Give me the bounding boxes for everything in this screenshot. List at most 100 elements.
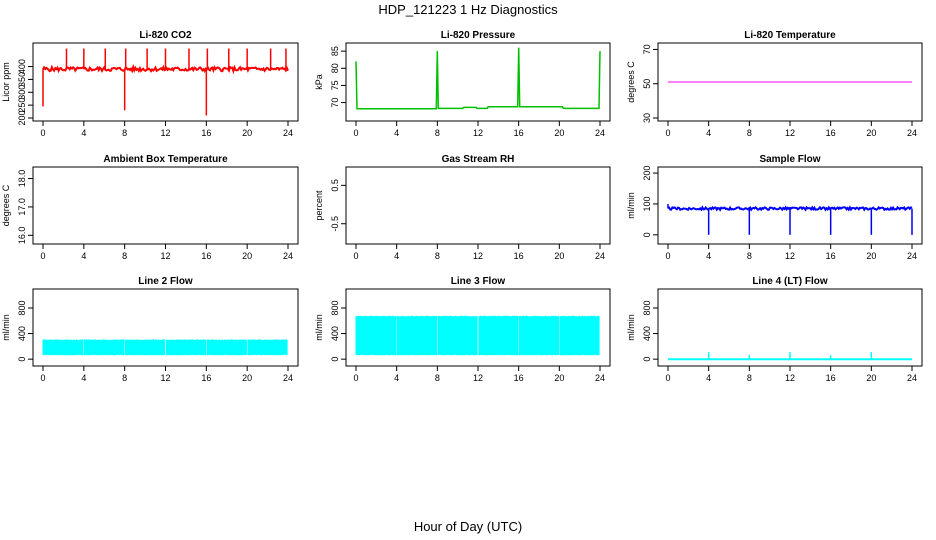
x-tick-label: 20 bbox=[554, 128, 564, 138]
chart-plot-group: Li-820 CO2 Licor ppm 0 4 8 12 16 20 24 2002503003… bbox=[1, 30, 299, 138]
y-tick-label: 100 bbox=[642, 196, 652, 211]
x-tick-label: 24 bbox=[907, 128, 917, 138]
x-tick-label: 24 bbox=[283, 128, 293, 138]
x-tick-label: 16 bbox=[201, 128, 211, 138]
x-tick-label: 16 bbox=[826, 128, 836, 138]
chart-panel: Li-820 Pressure kPa 0 4 8 12 16 20 24 70 75 80 85 bbox=[314, 30, 611, 138]
x-tick-label: 24 bbox=[595, 128, 605, 138]
x-tick-label: 4 bbox=[706, 128, 711, 138]
x-tick-label: 12 bbox=[160, 251, 170, 261]
y-tick-label: 800 bbox=[17, 300, 27, 315]
series-line bbox=[355, 47, 601, 110]
chart-y-axis-label: kPa bbox=[314, 74, 324, 90]
chart-plot-group: Sample Flow ml/min 0 4 8 12 16 20 24 0 100 200 bbox=[626, 154, 923, 261]
x-tick-label: 20 bbox=[554, 251, 564, 261]
x-tick-label: 4 bbox=[394, 128, 399, 138]
x-tick-label: 4 bbox=[81, 128, 86, 138]
y-tick-label: 80 bbox=[330, 63, 340, 73]
y-tick-label: 0 bbox=[642, 232, 652, 237]
x-tick-label: 0 bbox=[40, 251, 45, 261]
chart-title: Line 4 (LT) Flow bbox=[752, 276, 828, 287]
x-tick-label: 20 bbox=[866, 373, 876, 383]
y-tick-label: 0 bbox=[642, 357, 652, 362]
x-tick-label: 8 bbox=[747, 373, 752, 383]
x-tick-label: 20 bbox=[866, 128, 876, 138]
y-tick-label: 400 bbox=[17, 59, 27, 74]
chart-title: Sample Flow bbox=[759, 154, 820, 165]
y-tick-label: 400 bbox=[642, 326, 652, 341]
x-tick-label: 4 bbox=[706, 251, 711, 261]
x-tick-label: 24 bbox=[907, 251, 917, 261]
y-tick-label: -0.5 bbox=[330, 216, 340, 232]
y-tick-label: 85 bbox=[330, 46, 340, 56]
chart-panel: Ambient Box Temperature degrees C 0 4 8 12 16 2… bbox=[1, 154, 299, 261]
y-tick-label: 16.0 bbox=[17, 227, 27, 245]
chart-plot-group: Line 4 (LT) Flow ml/min 0 4 8 12 16 20 24 0 400 800 bbox=[626, 276, 923, 383]
chart-title: Li-820 Pressure bbox=[441, 30, 516, 41]
figure-x-axis-label: Hour of Day (UTC) bbox=[413, 519, 523, 534]
x-tick-label: 8 bbox=[435, 373, 440, 383]
x-tick-label: 0 bbox=[353, 373, 358, 383]
x-tick-label: 24 bbox=[595, 373, 605, 383]
y-tick-label: 250 bbox=[17, 98, 27, 113]
x-tick-label: 0 bbox=[665, 128, 670, 138]
x-tick-label: 0 bbox=[40, 128, 45, 138]
x-tick-label: 16 bbox=[514, 251, 524, 261]
x-tick-label: 12 bbox=[785, 373, 795, 383]
plot-frame bbox=[32, 166, 299, 245]
chart-plot-group: Line 2 Flow ml/min 0 4 8 12 16 20 24 0 400 800 bbox=[1, 276, 299, 383]
y-tick-label: 70 bbox=[330, 98, 340, 108]
x-tick-label: 0 bbox=[665, 251, 670, 261]
x-tick-label: 24 bbox=[595, 251, 605, 261]
x-tick-label: 12 bbox=[160, 373, 170, 383]
x-tick-label: 4 bbox=[394, 373, 399, 383]
y-tick-label: 200 bbox=[642, 166, 652, 181]
y-tick-label: 75 bbox=[330, 80, 340, 90]
x-tick-label: 8 bbox=[747, 128, 752, 138]
x-tick-label: 8 bbox=[122, 373, 127, 383]
x-tick-label: 16 bbox=[201, 373, 211, 383]
series-band bbox=[355, 315, 600, 356]
x-tick-label: 4 bbox=[394, 251, 399, 261]
y-tick-label: 50 bbox=[642, 79, 652, 89]
x-tick-label: 12 bbox=[473, 251, 483, 261]
x-tick-label: 20 bbox=[242, 128, 252, 138]
chart-title: Gas Stream RH bbox=[442, 154, 515, 165]
y-tick-label: 400 bbox=[17, 326, 27, 341]
x-tick-label: 20 bbox=[554, 373, 564, 383]
x-tick-label: 16 bbox=[201, 251, 211, 261]
y-tick-label: 17.0 bbox=[17, 198, 27, 216]
chart-panel: Line 2 Flow ml/min 0 4 8 12 16 20 24 0 400 800 bbox=[1, 276, 299, 383]
x-tick-label: 0 bbox=[353, 128, 358, 138]
y-tick-label: 30 bbox=[642, 113, 652, 123]
chart-y-axis-label: percent bbox=[314, 190, 324, 221]
x-tick-label: 8 bbox=[435, 128, 440, 138]
y-tick-label: 400 bbox=[330, 326, 340, 341]
chart-y-axis-label: ml/min bbox=[626, 192, 636, 219]
x-tick-label: 16 bbox=[514, 128, 524, 138]
chart-title: Line 2 Flow bbox=[138, 276, 193, 287]
x-tick-label: 24 bbox=[907, 373, 917, 383]
chart-panel: Li-820 CO2 Licor ppm 0 4 8 12 16 20 24 2002503003… bbox=[1, 30, 299, 138]
chart-y-axis-label: degrees C bbox=[626, 61, 636, 103]
y-tick-label: 18.0 bbox=[17, 170, 27, 188]
x-tick-label: 20 bbox=[242, 251, 252, 261]
chart-title: Line 3 Flow bbox=[451, 276, 506, 287]
x-tick-label: 20 bbox=[866, 251, 876, 261]
chart-plot-group: Line 3 Flow ml/min 0 4 8 12 16 20 24 0 400 800 bbox=[314, 276, 611, 383]
chart-panel: Line 4 (LT) Flow ml/min 0 4 8 12 16 20 24 0 400 800 bbox=[626, 276, 923, 383]
chart-plot-group: Li-820 Temperature degrees C 0 4 8 12 16 20 24 30… bbox=[626, 30, 923, 138]
plot-frame bbox=[345, 166, 611, 245]
chart-y-axis-label: ml/min bbox=[1, 314, 11, 341]
x-tick-label: 16 bbox=[826, 373, 836, 383]
y-tick-label: 800 bbox=[642, 300, 652, 315]
chart-plot-group: Gas Stream RH percent 0 4 8 12 16 20 24 -0.5 0.5 bbox=[314, 154, 611, 261]
chart-panel: Line 3 Flow ml/min 0 4 8 12 16 20 24 0 400 800 bbox=[314, 276, 611, 383]
y-tick-label: 800 bbox=[330, 300, 340, 315]
x-tick-label: 24 bbox=[283, 373, 293, 383]
chart-y-axis-label: ml/min bbox=[626, 314, 636, 341]
x-tick-label: 12 bbox=[785, 128, 795, 138]
x-tick-label: 12 bbox=[160, 128, 170, 138]
chart-title: Li-820 CO2 bbox=[139, 30, 192, 41]
chart-panel: Sample Flow ml/min 0 4 8 12 16 20 24 0 100 200 bbox=[626, 154, 923, 261]
